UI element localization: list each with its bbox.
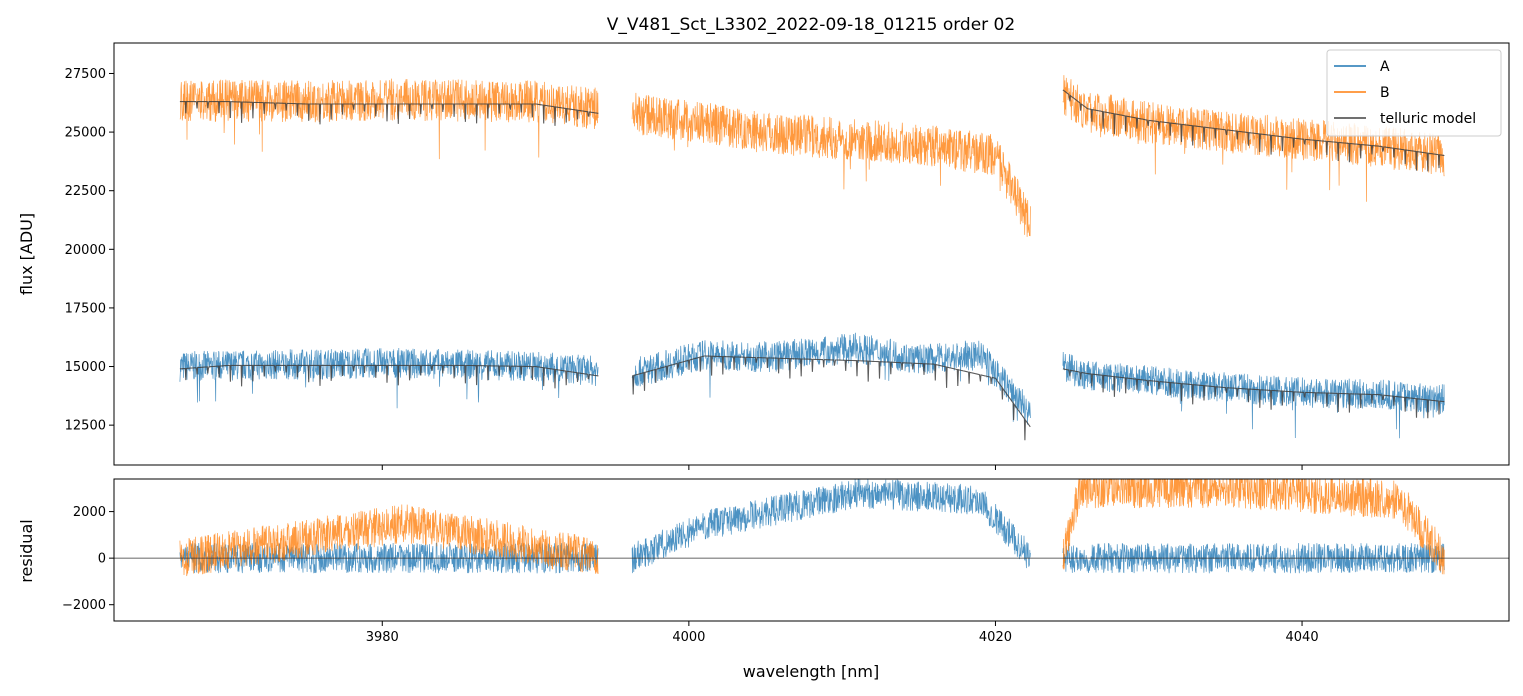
series-a-line-segment-2 — [631, 479, 1031, 574]
residual-y-ticks: −2000 0 2000 — [62, 505, 114, 613]
series-a-line-segment-2 — [631, 332, 1031, 425]
chart-title: V_V481_Sct_L3302_2022-09-18_01215 order … — [607, 15, 1015, 35]
legend-label-b: B — [1380, 85, 1390, 101]
series-b-line-segment-3 — [1062, 75, 1445, 202]
legend-box — [1326, 49, 1502, 137]
series-b-line-segment-2 — [631, 92, 1031, 237]
y-tick-label: 22500 — [65, 184, 106, 199]
flux-y-axis-label: flux [ADU] — [17, 213, 36, 295]
x-tick-label: 4020 — [979, 630, 1012, 645]
x-tick-label: 4040 — [1286, 630, 1319, 645]
y-tick-label: 27500 — [65, 67, 106, 82]
series-b-line-segment-1 — [179, 78, 599, 160]
series-a-line-segment-3 — [1062, 351, 1445, 439]
telluric-model-line-segment-4 — [179, 101, 599, 126]
telluric-model-line-segment-3 — [1062, 368, 1445, 419]
series-b-line-segment-2 — [1062, 479, 1445, 575]
x-tick-label: 3980 — [366, 630, 399, 645]
series-a-line-segment-3 — [1062, 543, 1445, 574]
x-axis-label: wavelength [nm] — [743, 662, 880, 681]
residual-panel: −2000 0 2000 3980 4000 4020 4040 residual — [17, 478, 1510, 645]
series-b-line-segment-1 — [179, 504, 599, 577]
y-tick-label: 12500 — [65, 419, 106, 434]
flux-data-group — [179, 75, 1445, 441]
flux-y-ticks: 12500 15000 17500 20000 22500 25000 27500 — [65, 67, 114, 434]
y-tick-label: 20000 — [65, 243, 106, 258]
legend: A B telluric model — [1326, 49, 1502, 137]
y-tick-label: 0 — [98, 552, 106, 567]
flux-panel: 12500 15000 17500 20000 22500 25000 27500 flux… — [17, 42, 1510, 470]
x-tick-label: 4000 — [672, 630, 705, 645]
telluric-model-line-segment-2 — [632, 355, 1031, 441]
y-tick-label: 17500 — [65, 301, 106, 316]
residual-data-group — [179, 479, 1445, 577]
residual-axes-frame — [113, 478, 1510, 622]
y-tick-label: 25000 — [65, 126, 106, 141]
residual-x-ticks: 3980 4000 4020 4040 — [366, 621, 1319, 645]
residual-y-axis-label: residual — [17, 519, 36, 582]
flux-x-ticks — [381, 465, 1303, 470]
legend-label-a: A — [1380, 59, 1390, 75]
y-tick-label: −2000 — [62, 598, 106, 613]
telluric-model-line-segment-1 — [179, 364, 599, 389]
y-tick-label: 15000 — [65, 360, 106, 375]
telluric-model-line-segment-5 — [1062, 89, 1445, 172]
series-a-line-segment-1 — [179, 347, 599, 409]
flux-axes-frame — [113, 42, 1510, 466]
y-tick-label: 2000 — [73, 505, 106, 520]
legend-label-telluric: telluric model — [1380, 111, 1476, 127]
